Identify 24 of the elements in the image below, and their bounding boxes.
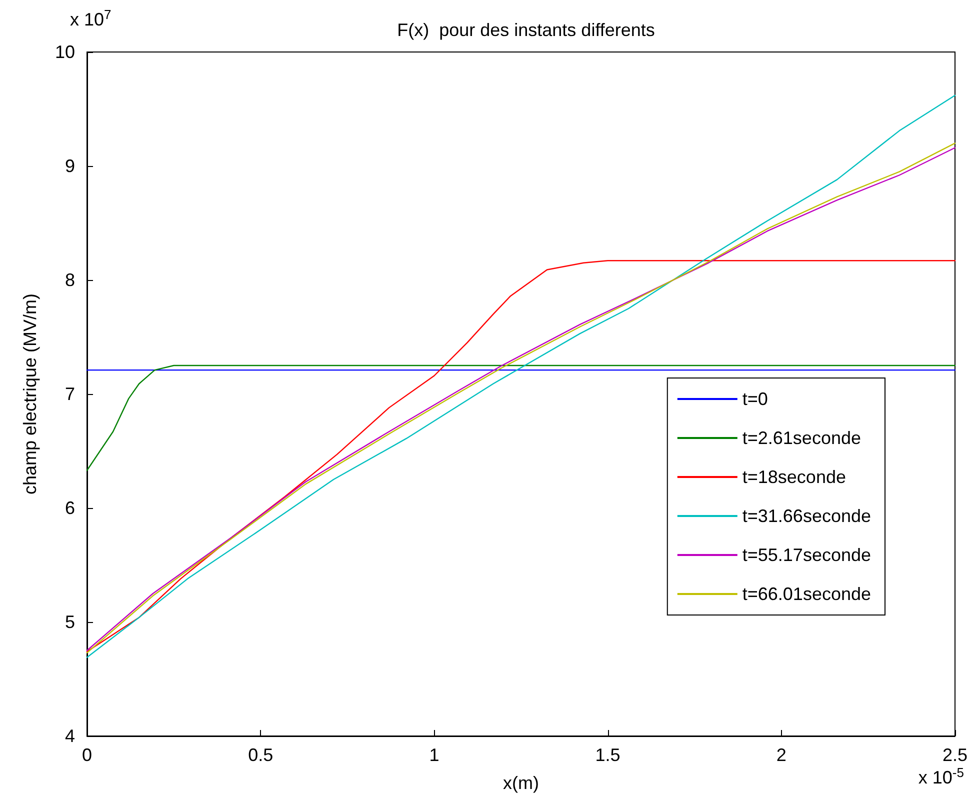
legend-label: t=31.66seconde bbox=[742, 506, 872, 526]
legend-label: t=55.17seconde bbox=[742, 545, 872, 565]
line-series bbox=[86, 364, 956, 471]
x-tick-label: 1 bbox=[429, 745, 440, 765]
legend-label: t=18seconde bbox=[742, 467, 846, 487]
legend-label: t=0 bbox=[742, 389, 768, 409]
chart-title: F(x) pour des instants differents bbox=[397, 20, 655, 40]
legend-label: t=66.01seconde bbox=[742, 584, 872, 604]
x-tick-label: 1.5 bbox=[595, 745, 620, 765]
x-tick-label: 2.5 bbox=[942, 745, 968, 765]
x-tick-label: 2 bbox=[776, 745, 786, 765]
x-tick-label: 0.5 bbox=[248, 745, 274, 765]
y-tick-label: 7 bbox=[64, 384, 75, 404]
y-tick-label: 9 bbox=[64, 156, 75, 176]
y-tick-label: 4 bbox=[64, 726, 75, 746]
line-series bbox=[86, 260, 956, 652]
y-tick-label: 5 bbox=[64, 612, 75, 632]
y-tick-label: 8 bbox=[64, 270, 75, 290]
y-axis-title: champ electrique (MV/m) bbox=[20, 293, 40, 495]
y-tick-label: 10 bbox=[54, 42, 75, 62]
x-tick-label: 0 bbox=[82, 745, 92, 765]
legend-label: t=2.61seconde bbox=[742, 428, 861, 448]
y-tick-label: 6 bbox=[64, 498, 75, 518]
x-axis-title: x(m) bbox=[503, 773, 539, 793]
